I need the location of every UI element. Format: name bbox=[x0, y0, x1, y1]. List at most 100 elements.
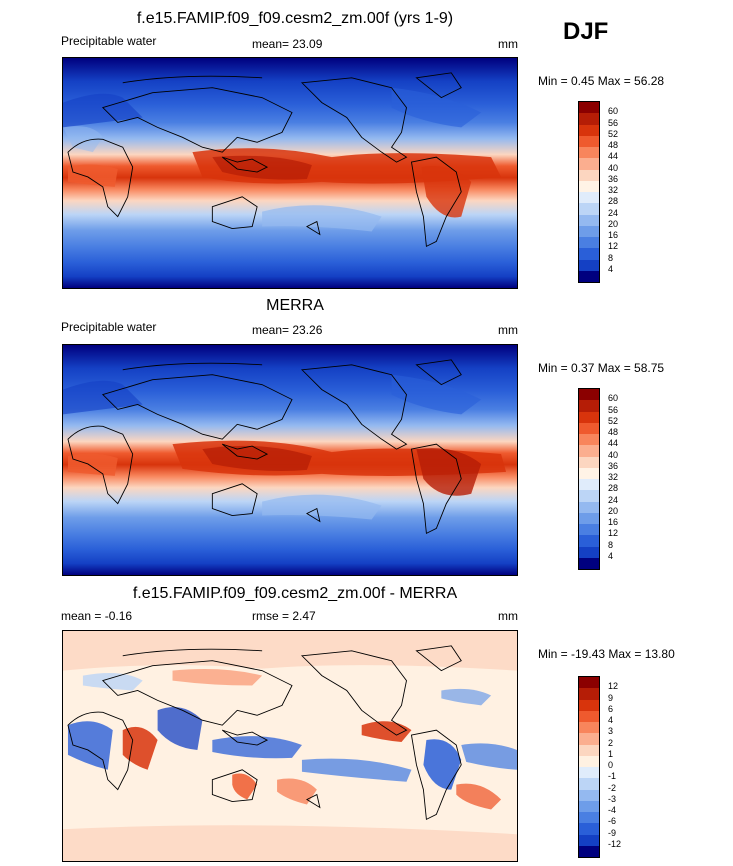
panel-3-colorbar-swatch bbox=[579, 733, 599, 745]
panel-2-field bbox=[63, 345, 517, 575]
colorbar-tick: 6 bbox=[608, 703, 614, 714]
colorbar-tick: 32 bbox=[608, 185, 619, 195]
colorbar-tick: 56 bbox=[608, 117, 619, 128]
panel-2-colorbar-swatch bbox=[579, 400, 599, 412]
panel-2-colorbar-swatch bbox=[579, 389, 599, 401]
colorbar-tick: 28 bbox=[608, 483, 619, 494]
panel-1-colorbar-swatch bbox=[579, 102, 599, 114]
panel-3-colorbar-swatch bbox=[579, 677, 599, 689]
panel-2-colorbar-swatch bbox=[579, 535, 599, 547]
colorbar-tick: 40 bbox=[608, 162, 619, 173]
colorbar-tick: 20 bbox=[608, 218, 619, 229]
season-label: DJF bbox=[563, 18, 609, 45]
panel-2-colorbar-swatch bbox=[579, 512, 599, 524]
panel-3-colorbar bbox=[578, 676, 600, 858]
colorbar-tick: 52 bbox=[608, 128, 619, 139]
colorbar-tick: 12 bbox=[608, 241, 619, 252]
colorbar-tick: 4 bbox=[608, 263, 614, 274]
colorbar-tick: 4 bbox=[608, 715, 614, 725]
colorbar-tick: 20 bbox=[608, 505, 619, 516]
panel-2-colorbar-swatch bbox=[579, 411, 599, 423]
panel-3-colorbar-swatch bbox=[579, 744, 599, 756]
panel-1-colorbar-swatch bbox=[579, 259, 599, 271]
panel-2-minmax-label: Min = 0.37 Max = 58.75 bbox=[538, 361, 665, 375]
panel-1-colorbar-swatch bbox=[579, 203, 599, 215]
panel-3-minmax-label: Min = -19.43 Max = 13.80 bbox=[538, 647, 675, 661]
panel-3-units-label: mm bbox=[498, 609, 518, 623]
panel-3-colorbar-swatch bbox=[579, 800, 599, 812]
panel-3-colorbar-swatch bbox=[579, 834, 599, 846]
panel-3-colorbar-swatch bbox=[579, 688, 599, 700]
colorbar-tick: 48 bbox=[608, 427, 619, 437]
panel-3-colorbar-swatch bbox=[579, 845, 599, 857]
panel-3-colorbar-swatch bbox=[579, 812, 599, 824]
colorbar-tick: 24 bbox=[608, 494, 619, 505]
colorbar-tick: -1 bbox=[608, 771, 617, 782]
colorbar-tick: 44 bbox=[608, 151, 619, 162]
panel-1-colorbar-swatch bbox=[579, 214, 599, 226]
panel-3-mean-label: mean = -0.16 bbox=[61, 609, 133, 623]
colorbar-tick: 60 bbox=[608, 393, 619, 404]
panel-1-colorbar bbox=[578, 101, 600, 283]
panel-3-colorbar-swatch bbox=[579, 710, 599, 722]
colorbar-tick: 4 bbox=[608, 550, 614, 561]
panel-2-title: MERRA bbox=[266, 297, 324, 314]
panel-2-colorbar-swatch bbox=[579, 422, 599, 434]
colorbar-tick: 28 bbox=[608, 196, 619, 207]
colorbar-tick: 56 bbox=[608, 404, 619, 415]
panel-2-colorbar-swatch bbox=[579, 479, 599, 491]
colorbar-tick: 8 bbox=[608, 539, 614, 550]
colorbar-tick: 32 bbox=[608, 472, 619, 482]
panel-3-colorbar-swatch bbox=[579, 699, 599, 711]
panel-3-colorbar-swatch bbox=[579, 778, 599, 790]
panel-1-colorbar-swatch bbox=[579, 248, 599, 260]
colorbar-tick: 12 bbox=[608, 528, 619, 539]
panel-2-colorbar-swatch bbox=[579, 445, 599, 457]
panel-1-colorbar-swatch bbox=[579, 113, 599, 125]
panel-1-colorbar-swatch bbox=[579, 124, 599, 136]
colorbar-tick: 9 bbox=[608, 692, 614, 703]
panel-2-mean-label: mean= 23.26 bbox=[252, 323, 323, 337]
colorbar-tick: 48 bbox=[608, 140, 619, 150]
panel-1-variable-label: Precipitable water bbox=[61, 34, 157, 48]
panel-1-colorbar-swatch bbox=[579, 135, 599, 147]
panel-1-map bbox=[62, 57, 518, 289]
colorbar-tick: 40 bbox=[608, 449, 619, 460]
panel-2-colorbar-swatch bbox=[579, 501, 599, 513]
colorbar-tick: -3 bbox=[608, 793, 617, 804]
panel-2-variable-label: Precipitable water bbox=[61, 320, 157, 334]
colorbar-tick: -2 bbox=[608, 782, 617, 793]
panel-3-rmse-label: rmse = 2.47 bbox=[252, 609, 316, 623]
panel-3-colorbar-swatch bbox=[579, 755, 599, 767]
panel-2-units-label: mm bbox=[498, 323, 518, 337]
colorbar-tick: -6 bbox=[608, 816, 617, 827]
colorbar-tick: 52 bbox=[608, 415, 619, 426]
panel-1-units-label: mm bbox=[498, 37, 518, 51]
panel-2-colorbar bbox=[578, 388, 600, 570]
colorbar-tick: 36 bbox=[608, 460, 619, 471]
colorbar-tick: 0 bbox=[608, 760, 614, 770]
colorbar-tick: -4 bbox=[608, 805, 617, 815]
panel-1-colorbar-swatch bbox=[579, 192, 599, 204]
panel-2-colorbar-swatch bbox=[579, 467, 599, 479]
panel-1-mean-label: mean= 23.09 bbox=[252, 37, 323, 51]
panel-1-colorbar-swatch bbox=[579, 180, 599, 192]
panel-1-colorbar-swatch bbox=[579, 169, 599, 181]
panel-3-colorbar-swatch bbox=[579, 789, 599, 801]
colorbar-tick: 2 bbox=[608, 737, 614, 748]
colorbar-tick: 16 bbox=[608, 517, 619, 527]
panel-3-field bbox=[63, 631, 517, 861]
panel-1-colorbar-swatch bbox=[579, 147, 599, 159]
panel-3-map bbox=[62, 630, 518, 862]
panel-1-title: f.e15.FAMIP.f09_f09.cesm2_zm.00f (yrs 1-… bbox=[136, 10, 454, 27]
panel-1-colorbar-swatch bbox=[579, 158, 599, 170]
colorbar-tick: -9 bbox=[608, 827, 617, 838]
panel-2-colorbar-swatch bbox=[579, 557, 599, 569]
panel-3-colorbar-swatch bbox=[579, 823, 599, 835]
colorbar-tick: 44 bbox=[608, 438, 619, 449]
colorbar-tick: 16 bbox=[608, 230, 619, 240]
colorbar-tick: 12 bbox=[608, 681, 619, 692]
colorbar-tick: 24 bbox=[608, 207, 619, 218]
panel-2-colorbar-swatch bbox=[579, 456, 599, 468]
panel-1-minmax-label: Min = 0.45 Max = 56.28 bbox=[538, 74, 665, 88]
